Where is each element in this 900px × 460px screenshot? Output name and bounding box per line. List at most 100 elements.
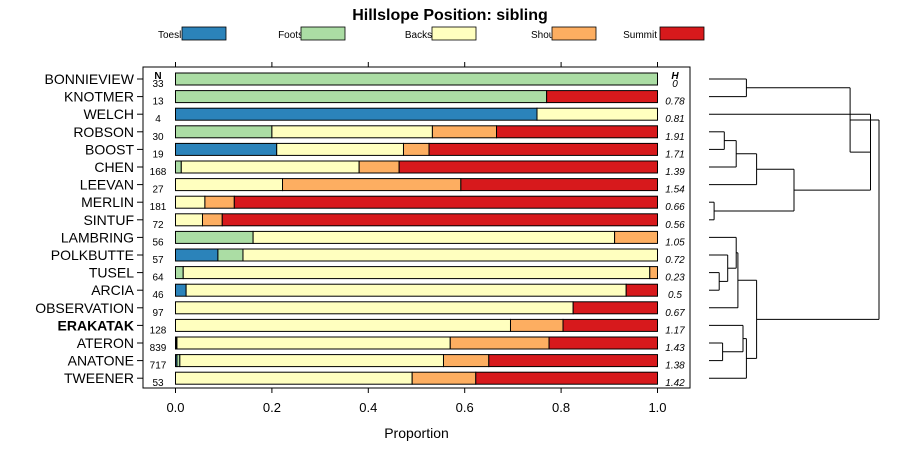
h-value: 0.67 [665,308,685,319]
bar-segment-shoulder [201,213,223,227]
bar-segment-summit [460,178,658,192]
bar-segment-footslope [175,125,273,139]
row-label: BONNIEVIEW [45,71,135,87]
bar-segment-footslope [175,90,548,104]
n-value: 13 [152,97,164,108]
legend: Toeslope Footslope Backslope Shoulder Summit [158,26,705,41]
legend-label: Footslope [278,30,322,41]
bar-segment-shoulder [509,318,564,332]
bar-segment-backslope [175,178,284,192]
n-value: 57 [152,255,164,266]
row-label: LEEVAN [80,177,134,193]
bar-segment-shoulder [614,230,658,244]
n-value: 56 [152,237,164,248]
bar-segment-toeslope [175,283,187,297]
legend-label: Summit [623,30,657,41]
bar-segment-backslope [175,301,574,315]
n-value: 64 [152,273,164,284]
h-value: 1.91 [665,132,684,143]
legend-swatch [300,26,346,41]
bar-segment-summit [562,318,659,332]
bar-segment-backslope [175,318,511,332]
row-label: SINTUF [83,212,134,228]
h-value: 0.23 [665,273,685,284]
h-value: 1.17 [665,325,685,336]
h-value: 0.5 [668,290,682,301]
bar-segment-shoulder [282,178,462,192]
n-value: 27 [152,185,164,196]
bar-segment-footslope [175,160,182,174]
x-tick-label: 0.8 [552,400,570,415]
bar-segment-footslope [175,72,658,86]
legend-label: Toeslope [158,30,198,41]
bar-segment-summit [475,371,659,385]
bar-segment-shoulder [442,354,490,368]
x-tick-label: 0.2 [263,400,281,415]
bar-segment-backslope [175,213,203,227]
row-label: WELCH [83,106,134,122]
row-label: OBSERVATION [35,300,134,316]
bar-segment-summit [548,336,658,350]
h-value: 1.38 [665,361,685,372]
n-value: 72 [152,220,164,231]
h-value: 1.05 [665,237,685,248]
bar-segment-toeslope [175,248,219,262]
x-tick-label: 0.6 [456,400,474,415]
bar-segment-toeslope [175,107,538,121]
row-label: LAMBRING [61,229,134,245]
bar-segment-shoulder [411,371,477,385]
h-value: 1.71 [665,149,684,160]
row-label: ERAKATAK [58,317,134,333]
bar-segment-toeslope [175,142,278,156]
plot-area: 0.0 0.2 0.4 0.6 0.8 1.0 Proportion N H BONNIEVIEW… [35,62,691,441]
bar-segment-footslope [175,230,254,244]
n-value: 181 [150,202,167,213]
bar-segment-backslope [179,354,444,368]
bar-segment-backslope [176,336,451,350]
bar-segment-shoulder [358,160,400,174]
bar-segment-footslope [217,248,244,262]
h-value: 0.81 [665,114,684,125]
n-value: 33 [152,79,164,90]
x-axis-label: Proportion [384,425,449,441]
bar-segment-backslope [536,107,658,121]
h-value: 1.43 [665,343,685,354]
legend-swatch [431,26,477,41]
n-value: 168 [150,167,167,178]
bar-segment-backslope [242,248,658,262]
h-value: 1.54 [665,185,685,196]
bar-segment-shoulder [431,125,498,139]
legend-label: Backslope [405,30,452,41]
legend-swatch [659,26,705,41]
row-label: ANATONE [68,353,134,369]
legend-swatch [181,26,227,41]
bar-segment-backslope [276,142,404,156]
bar-segment-summit [233,195,659,209]
bar-segment-summit [221,213,658,227]
bar-segment-shoulder [449,336,550,350]
bar-segment-shoulder [204,195,235,209]
row-label: MERLIN [81,194,134,210]
n-value: 839 [150,343,167,354]
n-value: 53 [152,378,164,389]
row-label: POLKBUTTE [51,247,134,263]
bar-segment-footslope [175,266,184,280]
dendrogram [709,78,880,379]
bar-segment-backslope [180,160,360,174]
row-label: ATERON [77,335,134,351]
chart-title: Hillslope Position: sibling [352,7,548,24]
row-label: BOOST [85,141,134,157]
bar-segment-backslope [271,125,433,139]
row-label: CHEN [94,159,134,175]
n-value: 19 [152,149,164,160]
row-label: TUSEL [89,265,134,281]
legend-swatch [551,26,597,41]
bar-segment-shoulder [402,142,430,156]
bar-segment-backslope [175,195,206,209]
plot-frame [142,66,691,389]
row-label: TWEENER [64,370,134,386]
h-value: 0 [672,79,678,90]
bar-segment-shoulder [649,266,659,280]
x-tick-label: 1.0 [648,400,666,415]
